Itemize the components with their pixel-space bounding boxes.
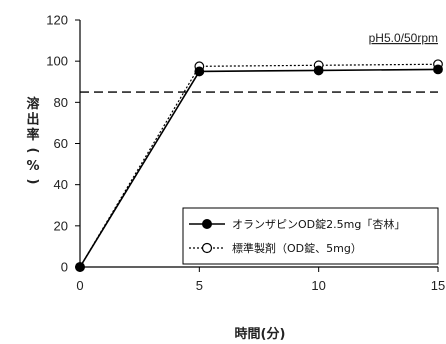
legend-box [182, 207, 439, 265]
x-tick-label: 0 [76, 278, 83, 293]
legend-entry: オランザピンOD錠2.5mg「杏林」 [189, 217, 405, 231]
y-tick-label: 20 [54, 218, 68, 233]
legend: オランザピンOD錠2.5mg「杏林」 標準製剤（OD錠、5mg） [182, 207, 439, 265]
legend-marker-filled [202, 219, 212, 229]
y-axis-title-char: 溶 [26, 96, 39, 112]
y-axis-title-char: % [26, 159, 39, 174]
legend-entry: 標準製剤（OD錠、5mg） [189, 241, 362, 255]
condition-annotation: pH5.0/50rpm [369, 31, 438, 45]
series-line [79, 63, 439, 268]
y-axis-title-char: ( [25, 148, 40, 154]
x-axis-title: 時間(分) [235, 326, 286, 342]
y-axis-title-char: 出 [26, 112, 39, 128]
series-group [75, 59, 443, 272]
x-tick-label: 10 [311, 278, 325, 293]
y-tick-label: 80 [54, 95, 68, 110]
data-point [313, 65, 324, 76]
x-tick-label: 15 [431, 278, 445, 293]
legend-marker-open [201, 242, 213, 254]
legend-label: オランザピンOD錠2.5mg「杏林」 [232, 217, 405, 231]
y-axis-title: 溶出率 (%) [25, 96, 40, 184]
y-tick-label: 120 [46, 13, 68, 28]
axes: 0 20 40 60 80 100 120 0 5 10 15 [46, 13, 445, 294]
y-axis-title-char: 率 [26, 127, 39, 143]
series-line [79, 68, 439, 268]
y-tick-label: 60 [54, 136, 68, 151]
y-axis-title-char: ) [25, 179, 40, 185]
data-point [433, 64, 443, 75]
data-point [194, 66, 205, 77]
y-tick-label: 100 [46, 54, 68, 69]
x-tick-label: 5 [196, 278, 203, 293]
data-point [75, 262, 85, 272]
legend-label: 標準製剤（OD錠、5mg） [232, 241, 362, 255]
y-tick-label: 40 [54, 177, 68, 192]
y-tick-label: 0 [61, 260, 68, 275]
